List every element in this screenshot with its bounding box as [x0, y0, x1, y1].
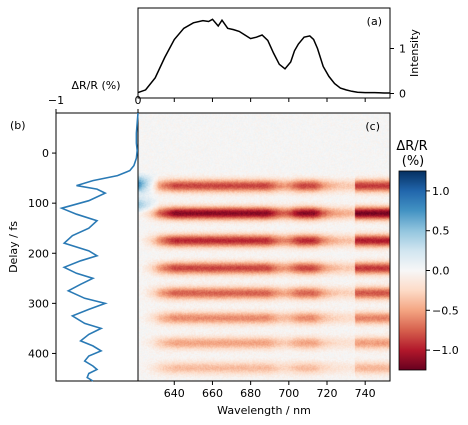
- spectrum-y-axis: 01: [390, 43, 406, 101]
- wavelength-tick-label-700: 700: [278, 387, 299, 400]
- delta-r-axis-label: ΔR/R (%): [71, 79, 120, 92]
- spectrum-x-ticks: [173, 98, 366, 102]
- delay-axis-label: Delay / fs: [7, 221, 20, 273]
- delta-r-tick-label-0: 0: [135, 94, 142, 107]
- colorbar-tick-label--1: −1.0: [432, 344, 459, 357]
- colorbar-gradient: [398, 170, 427, 371]
- spectrum-frame: [137, 7, 391, 99]
- heatmap-panel: (c) 640 660 680 700 720 740 Wavelength / nm: [137, 112, 391, 417]
- colorbar-label-line2: (%): [402, 154, 425, 169]
- delta-r-tick-label--1: −1: [48, 94, 64, 107]
- colorbar-tick-label-1: 1.0: [432, 185, 450, 198]
- colorbar-tick-label--0.5: −0.5: [432, 304, 459, 317]
- wavelength-tick-label-740: 740: [355, 387, 376, 400]
- colorbar-tick-label-0.5: 0.5: [432, 225, 450, 238]
- wavelength-tick-label-660: 660: [202, 387, 223, 400]
- wavelength-tick-label-720: 720: [317, 387, 338, 400]
- delay-tick-label-200: 200: [28, 247, 49, 260]
- kinetics-panel: (b) 0 100 200 300 400 −1 0 ΔR/R (%) Delay / f…: [7, 79, 142, 382]
- delay-axis: 0 100 200 300 400: [28, 147, 56, 360]
- delay-tick-label-100: 100: [28, 197, 49, 210]
- spectrum-line: [137, 18, 390, 94]
- heatmap-image: [138, 113, 390, 381]
- delay-tick-label-0: 0: [42, 147, 49, 160]
- delay-tick-label-300: 300: [28, 297, 49, 310]
- delay-tick-label-400: 400: [28, 347, 49, 360]
- kinetics-line: [59, 112, 139, 382]
- panel-label-b: (b): [10, 119, 26, 132]
- colorbar-ticks: 1.0 0.5 0.0 −0.5 −1.0: [426, 185, 459, 357]
- wavelength-tick-label-640: 640: [164, 387, 185, 400]
- wavelength-tick-label-680: 680: [240, 387, 261, 400]
- x-axis-label: Wavelength / nm: [217, 404, 311, 417]
- intensity-axis-label: Intensity: [408, 29, 421, 77]
- kinetics-frame: [55, 112, 139, 382]
- colorbar: 1.0 0.5 0.0 −0.5 −1.0 ΔR/R (%): [396, 139, 459, 371]
- heatmap-x-axis: 640 660 680 700 720 740: [164, 381, 376, 400]
- panel-label-c: (c): [365, 120, 380, 133]
- colorbar-tick-label-0: 0.0: [432, 265, 450, 278]
- spectrum-panel: (a) 01 Intensity: [137, 7, 421, 102]
- intensity-tick-label-0: 0: [399, 88, 406, 101]
- intensity-tick-label-1: 1: [399, 43, 406, 56]
- kinetics-top-axis: −1 0: [48, 94, 142, 113]
- panel-label-a: (a): [367, 15, 382, 28]
- colorbar-label-line1: ΔR/R: [396, 139, 427, 154]
